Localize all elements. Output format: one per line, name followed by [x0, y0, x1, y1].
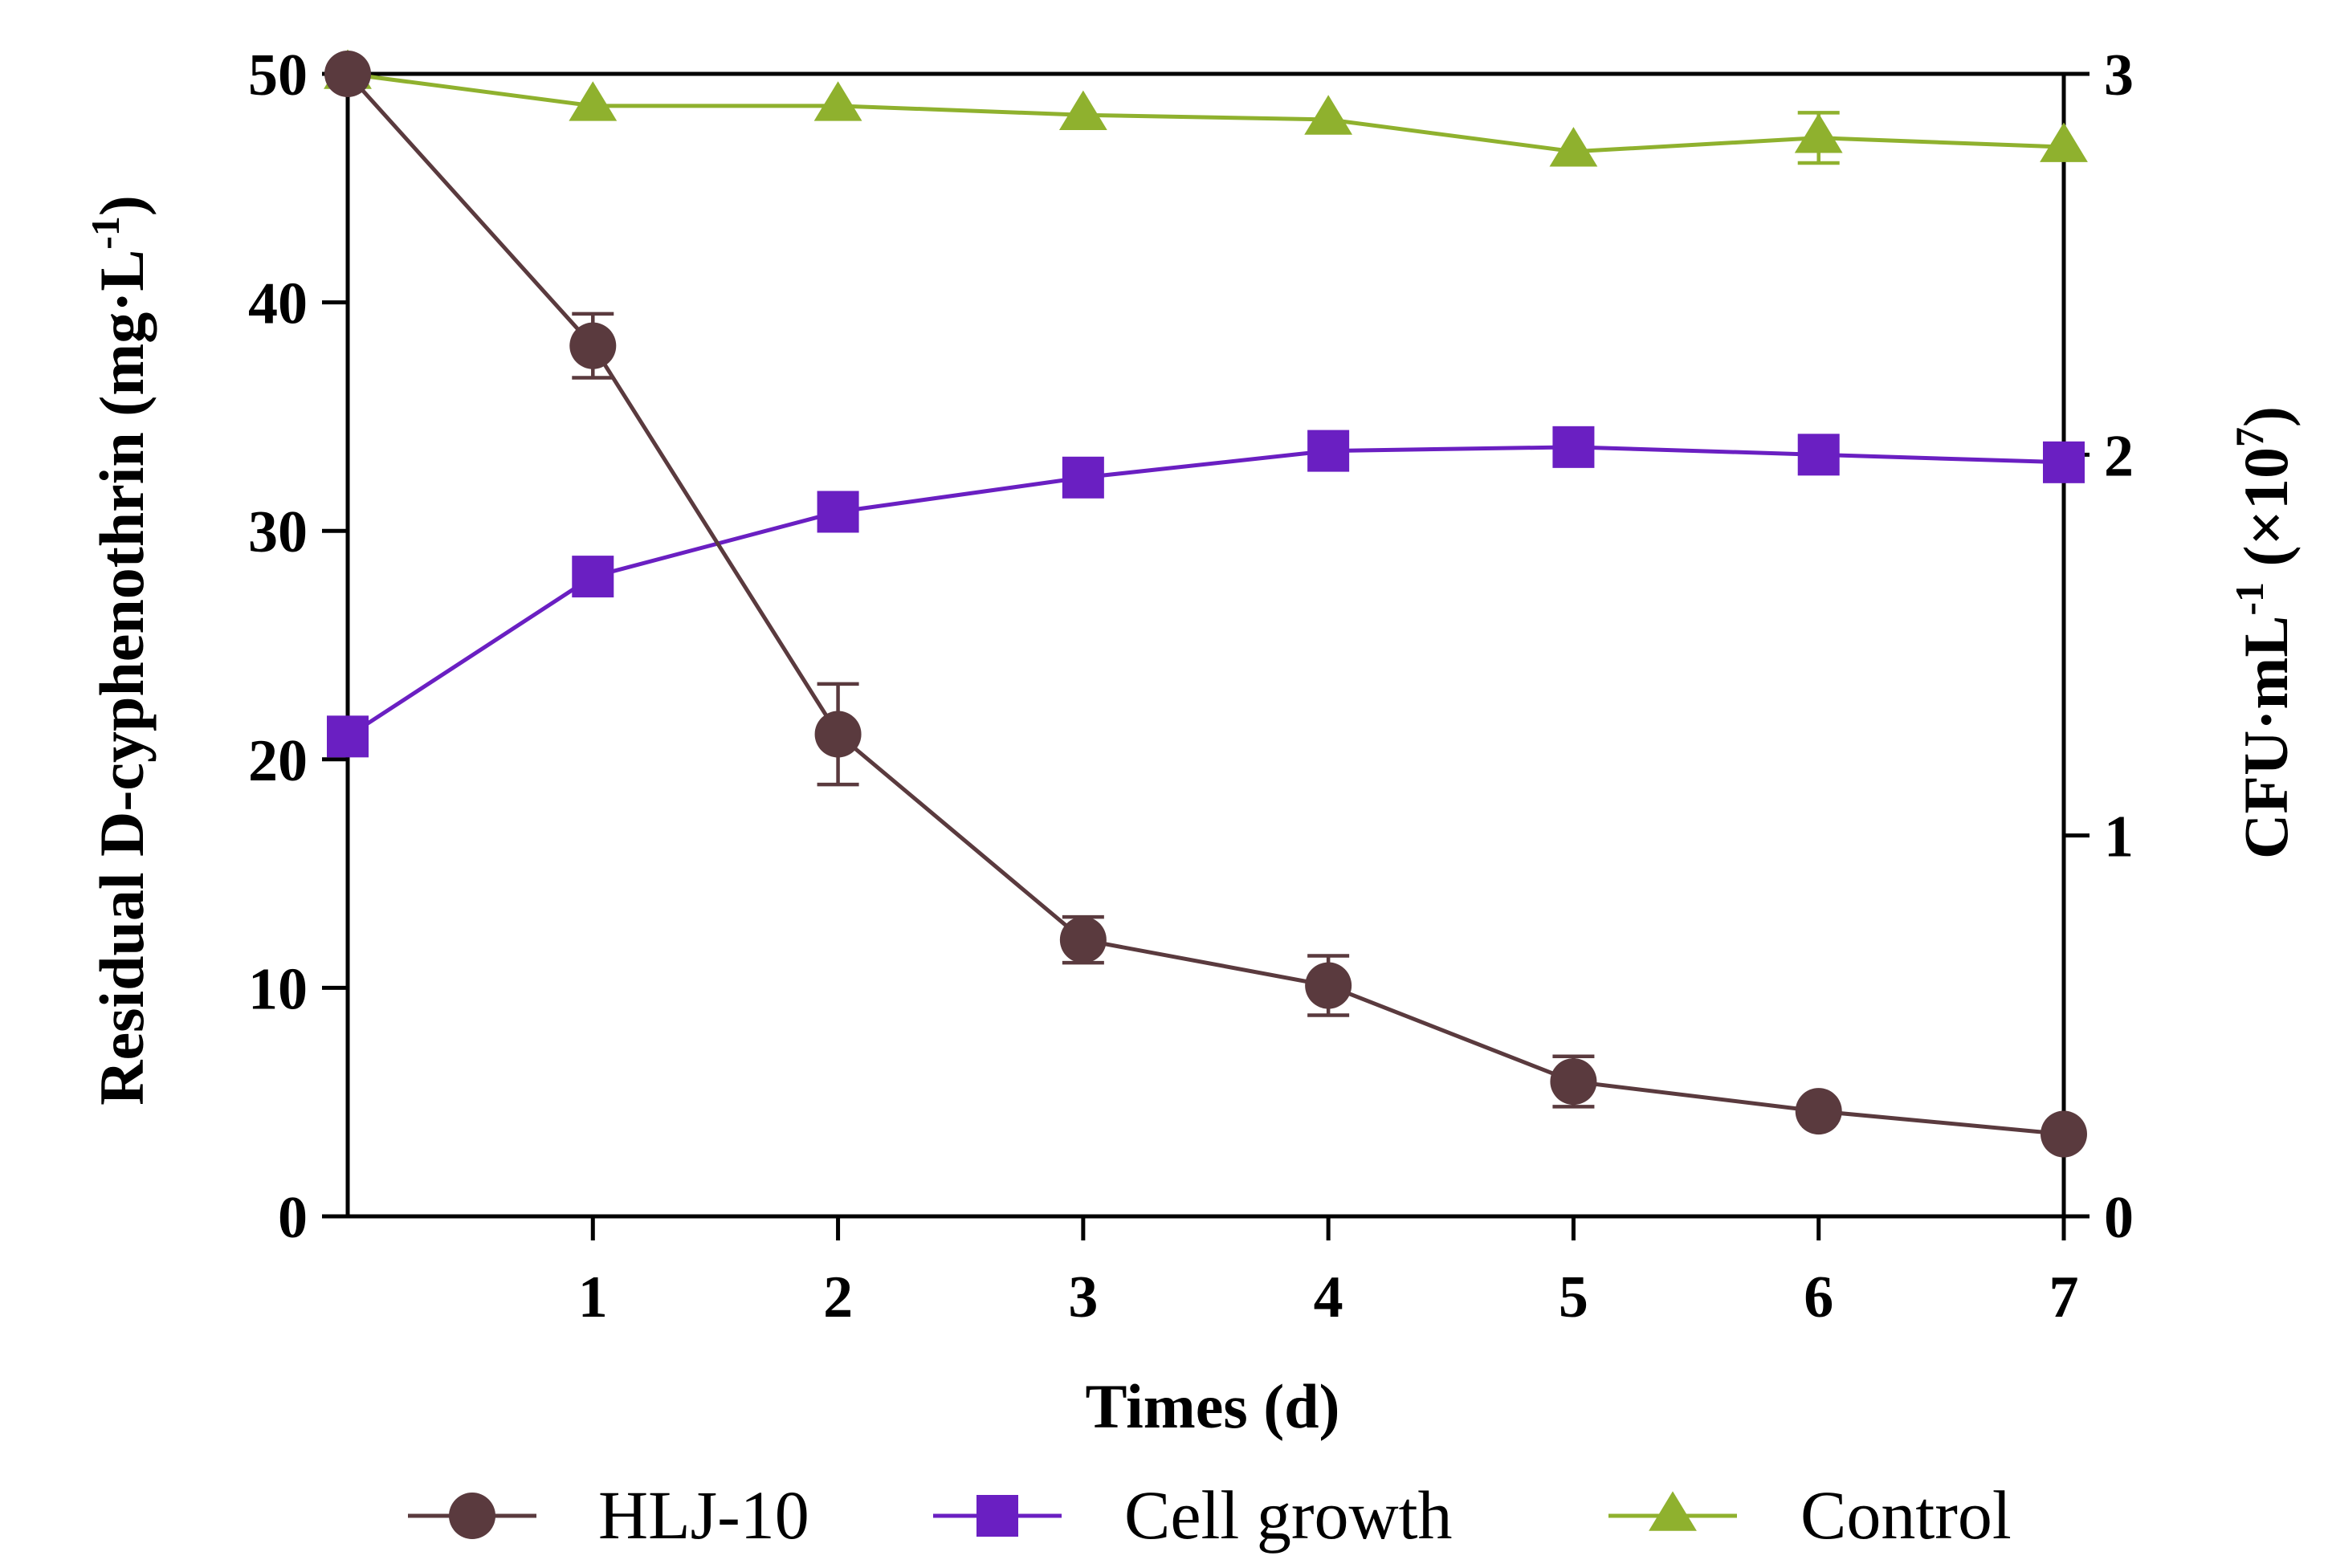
data-point-hlj-10	[1795, 1088, 1842, 1135]
series-hlj-10	[324, 51, 2087, 1158]
series-line-control	[347, 71, 2065, 154]
data-point-cell-growth	[327, 715, 369, 758]
legend-marker-control	[1649, 1491, 1697, 1531]
x-tick-label: 4	[1314, 1265, 1343, 1330]
y-left-tick-label: 40	[248, 271, 308, 337]
data-point-hlj-10	[569, 322, 617, 369]
x-tick-label: 7	[2049, 1265, 2079, 1330]
data-point-hlj-10	[814, 711, 862, 758]
y-left-tick-label: 30	[248, 499, 308, 565]
legend-marker-cell-growth	[976, 1495, 1018, 1537]
data-point-cell-growth	[817, 491, 859, 533]
legend-item-cell-growth: Cell growth	[933, 1476, 1452, 1554]
x-tick-label: 3	[1068, 1265, 1098, 1330]
data-point-control	[813, 81, 862, 121]
legend-label-hlj-10: HLJ-10	[598, 1476, 809, 1554]
legend-item-control: Control	[1608, 1476, 2012, 1554]
y-right-axis-title: CFU·mL-1 (×107)	[2227, 406, 2301, 859]
y-right-tick-label: 3	[2104, 43, 2134, 108]
y-left-tick-label: 0	[278, 1185, 308, 1251]
legend: HLJ-10 Cell growth Control	[408, 1476, 2012, 1554]
data-point-control	[1304, 95, 1353, 135]
series-line-hlj-10	[346, 72, 2065, 1137]
series-control	[324, 49, 2088, 167]
data-point-control	[1794, 113, 1843, 153]
series-line-cell-growth	[346, 445, 2065, 739]
series-cell-growth	[327, 426, 2085, 758]
y-left-tick-label: 50	[248, 43, 308, 108]
data-point-cell-growth	[1062, 456, 1104, 499]
data-point-cell-growth	[1552, 426, 1595, 468]
data-point-cell-growth	[2043, 441, 2085, 483]
data-point-hlj-10	[1059, 916, 1107, 963]
x-tick-label: 2	[823, 1265, 853, 1330]
series-layer	[324, 49, 2088, 1158]
data-point-control	[569, 81, 618, 121]
legend-marker-hlj-10	[449, 1493, 495, 1539]
legend-item-hlj-10: HLJ-10	[408, 1476, 809, 1554]
y-left-axis-title: Residual D-cyphenothrin (mg·L-1)	[83, 195, 157, 1106]
data-point-hlj-10	[1550, 1058, 1597, 1106]
x-tick-label: 1	[578, 1265, 608, 1330]
axes: 0 10 20 30 40 50 0 1 2 3 1 2 3 4 5 6 7	[248, 43, 2134, 1330]
y-left-tick-label: 20	[248, 728, 308, 794]
data-point-control	[1549, 127, 1598, 167]
x-axis-title: Times (d)	[1085, 1371, 1339, 1441]
x-tick-label: 6	[1804, 1265, 1833, 1330]
y-left-tick-label: 10	[248, 956, 308, 1022]
data-point-cell-growth	[572, 556, 614, 598]
y-right-tick-label: 2	[2104, 423, 2134, 489]
data-point-control	[1058, 90, 1107, 130]
legend-label-cell-growth: Cell growth	[1124, 1476, 1452, 1554]
y-right-tick-label: 0	[2104, 1185, 2134, 1251]
data-point-control	[2040, 122, 2088, 162]
data-point-hlj-10	[324, 51, 371, 97]
x-tick-label: 5	[1559, 1265, 1588, 1330]
y-right-tick-label: 1	[2104, 804, 2134, 870]
data-point-cell-growth	[1307, 430, 1350, 472]
data-point-hlj-10	[1305, 962, 1352, 1009]
data-point-cell-growth	[1797, 434, 1840, 476]
data-point-hlj-10	[2041, 1110, 2087, 1158]
legend-label-control: Control	[1800, 1476, 2012, 1554]
